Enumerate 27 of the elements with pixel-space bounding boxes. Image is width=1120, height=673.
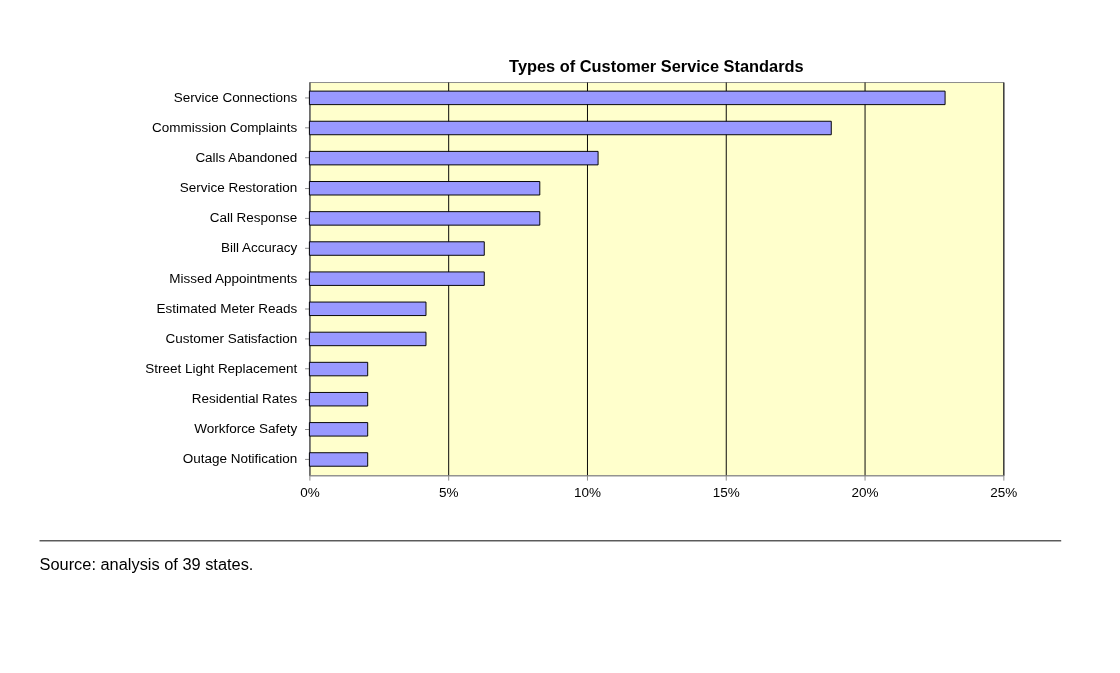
- y-tick-label: Service Restoration: [179, 180, 298, 196]
- y-tick-label: Commission Complaints: [151, 119, 298, 135]
- y-tick-label: Bill Accuracy: [220, 240, 298, 256]
- y-tick-label: Customer Satisfaction: [165, 330, 298, 346]
- x-tick-label: 0%: [300, 484, 320, 500]
- bar: [308, 452, 369, 467]
- y-tick-label: Street Light Replacement: [145, 360, 298, 376]
- source-note: Source: analysis of 39 states.: [39, 554, 254, 573]
- x-tick-label: 20%: [851, 484, 879, 500]
- y-tick-label: Outage Notification: [182, 451, 298, 467]
- x-tick-label: 10%: [573, 484, 601, 500]
- y-tick-label: Missed Appointments: [169, 270, 298, 286]
- bar: [308, 361, 369, 377]
- x-tick-label: 25%: [990, 484, 1018, 500]
- bar: [308, 301, 427, 317]
- bar: [308, 422, 369, 437]
- y-tick-label: Service Connections: [173, 89, 298, 105]
- x-tick-label: 5%: [438, 484, 459, 500]
- chart-title: Types of Customer Service Standards: [509, 57, 804, 76]
- y-tick-label: Workforce Safety: [194, 421, 298, 437]
- y-tick-label: Call Response: [209, 210, 298, 226]
- y-tick-label: Residential Rates: [191, 391, 298, 407]
- y-tick-label: Calls Abandoned: [195, 149, 298, 165]
- y-tick-label: Estimated Meter Reads: [156, 300, 298, 316]
- bar: [308, 391, 369, 407]
- bar: [308, 331, 427, 347]
- x-tick-label: 15%: [712, 484, 740, 500]
